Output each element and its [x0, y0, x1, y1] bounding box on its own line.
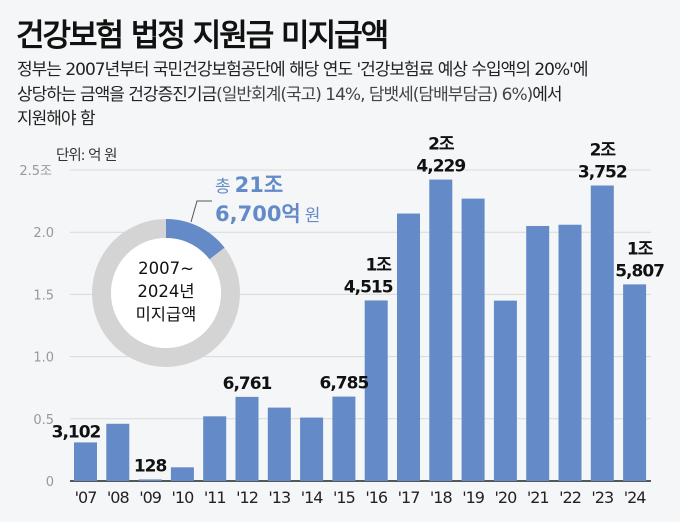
callout-line: [190, 200, 212, 223]
x-tick-label: '09: [139, 488, 162, 507]
x-tick-label: '23: [591, 488, 613, 507]
y-tick-label: 0: [46, 475, 54, 490]
bar: [138, 479, 162, 481]
subtitle-line: 상당하는 금액을 건강증진기금(일반회계(국고) 14%, 담뱃세(담배부담금)…: [17, 83, 667, 108]
data-label: 3,102: [52, 422, 101, 442]
subtitle-text: 에서: [532, 84, 562, 105]
chart-title: 건강보험 법정 지원금 미지급액: [16, 18, 389, 54]
bar: [364, 300, 388, 481]
data-label: 5,807: [615, 261, 664, 281]
x-tick-label: '24: [624, 488, 647, 507]
y-tick-label: 1.0: [33, 351, 54, 366]
x-tick-label: '12: [236, 488, 258, 507]
donut-total-line2: 6,700억 원: [215, 202, 320, 226]
total-value-2: 6,700억: [215, 202, 301, 226]
x-tick-label: '22: [559, 488, 581, 507]
bar: [623, 284, 647, 481]
bar: [461, 198, 485, 481]
x-tick-label: '19: [462, 488, 485, 507]
subtitle-paren: (일반회계(국고) 14%, 담뱃세(담배부담금) 6%): [216, 84, 533, 105]
x-tick-label: '14: [301, 488, 324, 507]
data-label: 2조: [590, 141, 617, 161]
total-suffix: 원: [305, 206, 321, 226]
subtitle-text: 상당하는 금액을 건강증진기금: [17, 84, 217, 105]
bar: [526, 225, 550, 481]
subtitle-line: 지원해야 함: [17, 109, 96, 129]
donut-highlight-arc: [165, 219, 225, 260]
data-label: 2조: [428, 135, 455, 155]
data-label: 1조: [365, 255, 392, 275]
x-tick-label: '20: [495, 488, 518, 507]
x-tick-label: '18: [430, 488, 453, 507]
bar: [267, 407, 291, 481]
x-tick-label: '13: [268, 488, 290, 507]
bar: [493, 300, 517, 481]
data-label: 1조: [627, 239, 654, 259]
bar: [332, 396, 356, 481]
y-tick-label: 1.5: [33, 288, 54, 303]
x-tick-label: '16: [365, 488, 388, 507]
y-tick-label: 2.0: [33, 226, 54, 241]
data-label: 4,229: [416, 157, 465, 177]
donut-center-text: 2024년: [137, 282, 194, 301]
data-label: 128: [134, 456, 167, 476]
chart-subtitle: 정부는 2007년부터 국민건강보험공단에 해당 연도 '건강보험료 예상 수입…: [17, 58, 667, 132]
x-tick-label: '10: [172, 488, 195, 507]
x-tick-label: '17: [398, 488, 420, 507]
bar: [235, 396, 259, 481]
bar: [170, 467, 194, 481]
y-tick-label: 2.5조: [19, 164, 52, 179]
bar: [300, 417, 324, 481]
unit-label: 단위: 억 원: [56, 148, 117, 164]
donut-center-text: 미지급액: [136, 305, 197, 324]
donut-total-line1: 총 21조: [215, 173, 283, 197]
donut-center-text: 2007~: [138, 259, 194, 278]
x-tick-label: '21: [527, 488, 549, 507]
data-label: 6,761: [223, 374, 272, 394]
bar: [106, 423, 130, 481]
bar: [429, 179, 453, 481]
y-tick-label: 0.5: [33, 413, 54, 428]
bar: [203, 416, 227, 481]
data-label: 3,752: [578, 163, 627, 183]
bar: [397, 213, 420, 482]
data-label: 4,515: [344, 277, 393, 297]
bar: [74, 442, 97, 481]
donut-chart: 2007~ 2024년 미지급액 총 21조 6,700억 원: [92, 173, 320, 367]
subtitle-line: 정부는 2007년부터 국민건강보험공단에 해당 연도 '건강보험료 예상 수입…: [17, 60, 588, 80]
x-tick-label: '11: [204, 488, 226, 507]
x-tick-label: '07: [75, 488, 97, 507]
bar: [558, 224, 582, 481]
total-prefix: 총: [215, 177, 231, 197]
x-tick-label: '08: [107, 488, 130, 507]
donut-center: [111, 238, 221, 348]
total-value-1: 21조: [235, 173, 284, 197]
bar: [590, 185, 614, 481]
x-tick-label: '15: [333, 488, 355, 507]
data-label: 6,785: [320, 374, 369, 394]
